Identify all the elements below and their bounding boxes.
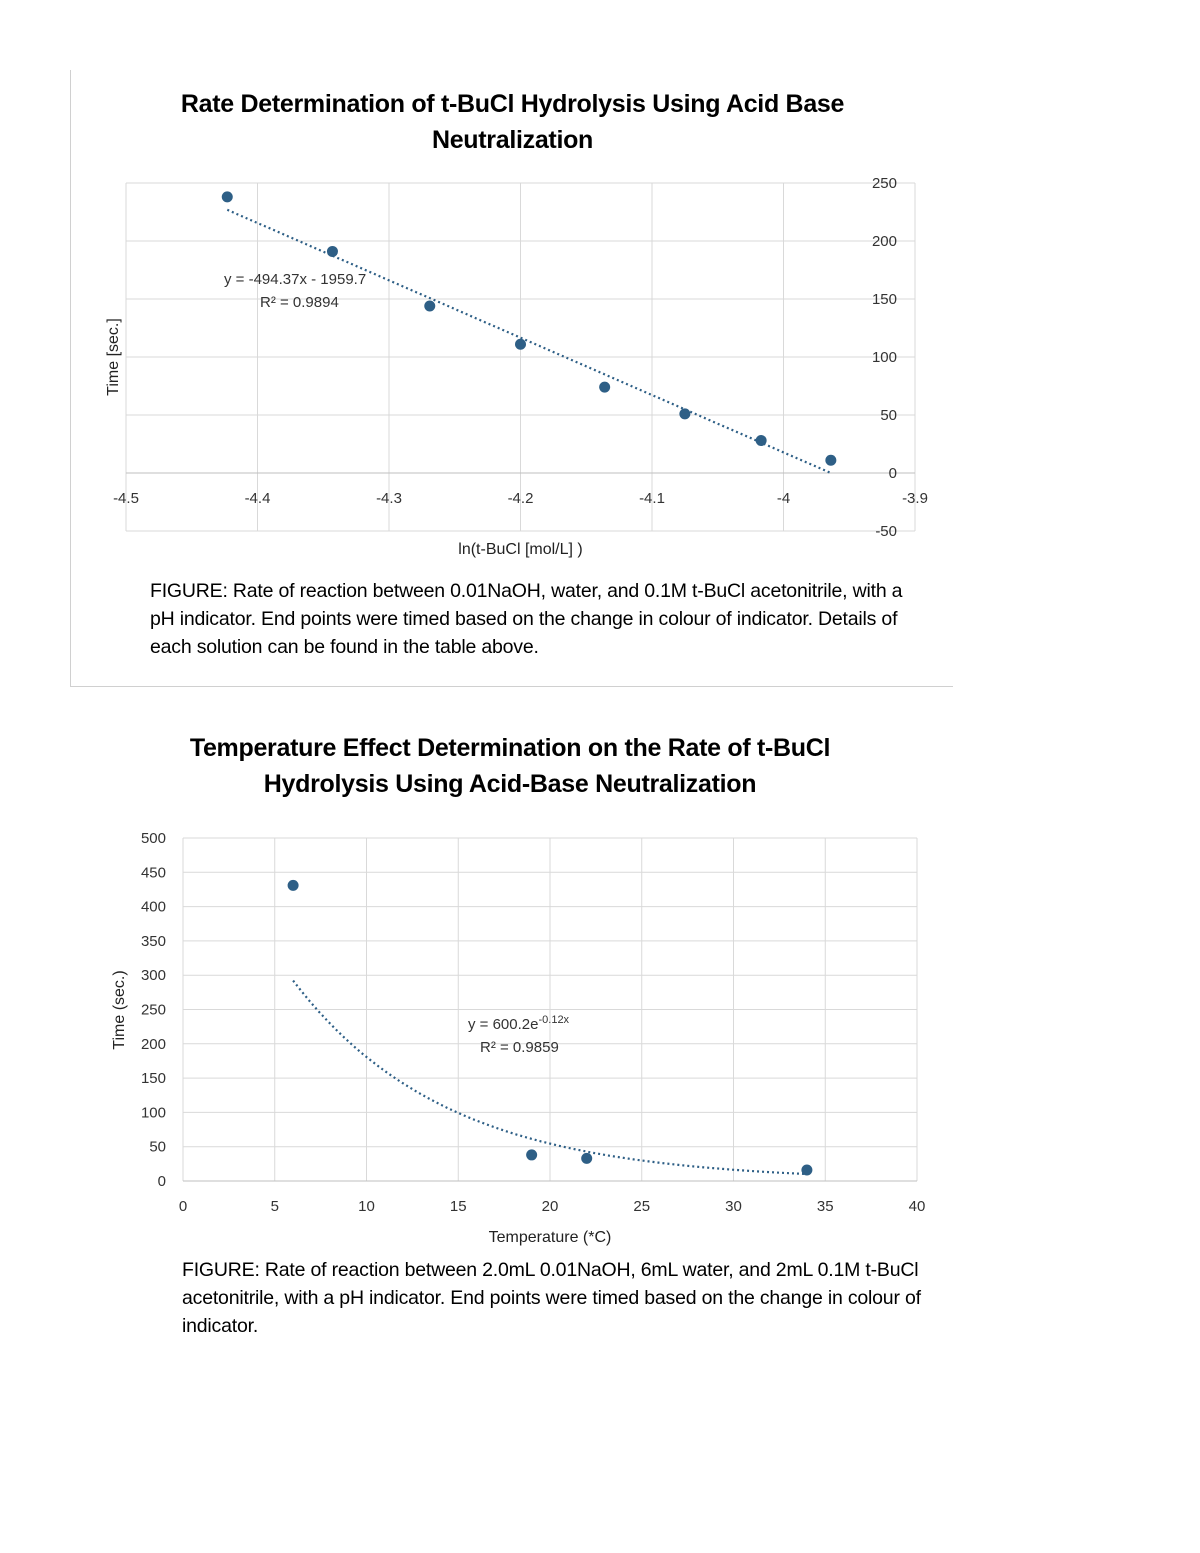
r-squared-label: R² = 0.9859 — [480, 1039, 559, 1056]
data-point — [526, 1149, 538, 1161]
y-tick-label: 400 — [141, 899, 166, 916]
x-tick-label: -4.1 — [639, 490, 665, 507]
x-tick-label: 40 — [909, 1198, 926, 1215]
x-tick-label: -4.5 — [113, 490, 139, 507]
data-point — [581, 1152, 593, 1164]
chart2-title: Temperature Effect Determination on the … — [189, 734, 831, 798]
y-tick-label: 100 — [141, 1104, 166, 1121]
x-tick-label: -4.3 — [376, 490, 402, 507]
y-tick-label: 300 — [141, 967, 166, 984]
y-tick-label: 50 — [880, 407, 897, 424]
x-tick-label: 35 — [817, 1198, 834, 1215]
y-tick-label: -50 — [875, 523, 897, 540]
equation-text: y = 600.2e — [468, 1016, 538, 1033]
x-tick-label: 20 — [542, 1198, 559, 1215]
y-tick-label: 450 — [141, 864, 166, 881]
x-tick-label: -4 — [777, 490, 790, 507]
chart1-frame-left — [70, 70, 71, 687]
y-tick-label: 200 — [872, 233, 897, 250]
x-tick-label: 0 — [179, 1198, 187, 1215]
data-point — [679, 408, 691, 420]
data-point — [221, 191, 233, 203]
y-tick-label: 50 — [149, 1139, 166, 1156]
x-tick-label: 10 — [358, 1198, 375, 1215]
data-point — [515, 338, 526, 350]
y-tick-label: 350 — [141, 933, 166, 950]
x-axis-label: Temperature (*C) — [489, 1229, 612, 1246]
r-squared-label: R² = 0.9894 — [260, 294, 339, 311]
equation-exponent: -0.12x — [538, 1014, 569, 1026]
y-axis-label: Time [sec.] — [105, 318, 122, 396]
y-tick-label: 150 — [141, 1070, 166, 1087]
y-tick-label: 100 — [872, 349, 897, 366]
x-tick-label: 15 — [450, 1198, 467, 1215]
chart1-frame-bottom — [70, 686, 953, 687]
x-tick-label: -3.9 — [902, 490, 928, 507]
equation-text: y = -494.37x - 1959.7 — [224, 271, 366, 288]
x-tick-label: 5 — [271, 1198, 279, 1215]
y-tick-label: 200 — [141, 1036, 166, 1053]
x-tick-label: -4.4 — [245, 490, 271, 507]
y-tick-label: 0 — [889, 465, 897, 482]
y-tick-label: 250 — [141, 1002, 166, 1019]
x-tick-label: 25 — [633, 1198, 650, 1215]
x-tick-label: -4.2 — [508, 490, 534, 507]
trendline — [226, 208, 832, 475]
x-tick-label: 30 — [725, 1198, 742, 1215]
data-point — [424, 300, 436, 312]
y-axis-label: Time (sec.) — [111, 970, 128, 1049]
data-point — [599, 381, 611, 393]
y-tick-label: 500 — [141, 830, 166, 847]
chart1-caption: FIGURE: Rate of reaction between 0.01NaO… — [150, 580, 903, 658]
y-tick-label: 250 — [872, 175, 897, 192]
y-tick-label: 0 — [158, 1173, 166, 1190]
data-point — [326, 245, 338, 257]
data-point — [287, 879, 299, 891]
y-tick-label: 150 — [872, 291, 897, 308]
chart2-caption: FIGURE: Rate of reaction between 2.0mL 0… — [182, 1259, 921, 1337]
chart2: 0 5 10 15 20 25 30 35 40050100150200250300350400… — [111, 830, 925, 1246]
data-point — [755, 435, 767, 447]
trendline — [292, 979, 807, 1176]
data-point — [825, 454, 837, 466]
chart1: -4.5 -4.4 -4.3 -4.2 -4.1 -4 -3.9 -50 0 50 100 150 20… — [105, 175, 928, 558]
chart1-title: Rate Determination of t-BuCl Hydrolysis … — [180, 90, 845, 154]
trendline-equation: y = -494.37x - 1959.7 — [224, 271, 366, 288]
x-axis-label: ln(t-BuCl [mol/L] ) — [458, 541, 582, 558]
trendline-equation: y = 600.2e-0.12x — [468, 1014, 570, 1033]
data-point — [801, 1164, 813, 1176]
